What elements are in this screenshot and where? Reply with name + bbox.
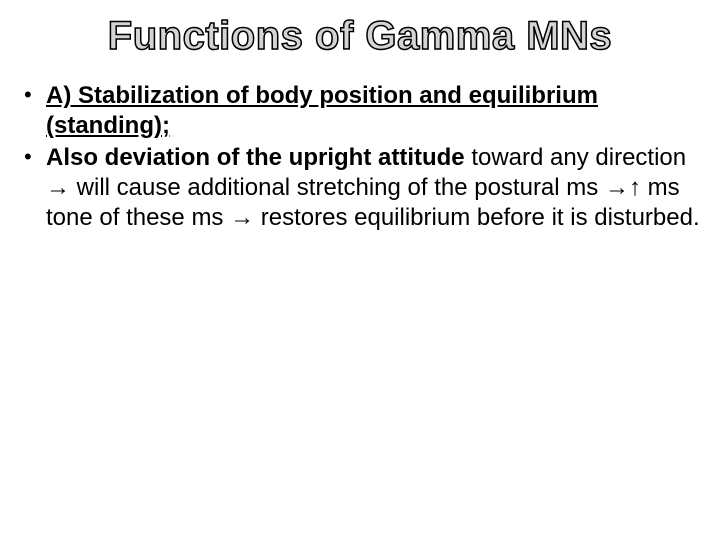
list-item: Also deviation of the upright attitude t… <box>18 143 702 233</box>
bullet-text-bold: Also deviation of the upright attitude <box>46 144 465 171</box>
slide-container: Functions of Gamma MNs A) Stabilization … <box>0 0 720 540</box>
bullet-list: A) Stabilization of body position and eq… <box>18 81 702 233</box>
list-item: A) Stabilization of body position and eq… <box>18 81 702 141</box>
slide-title: Functions of Gamma MNs <box>18 14 702 59</box>
bullet-text: A) Stabilization of body position and eq… <box>46 82 598 139</box>
